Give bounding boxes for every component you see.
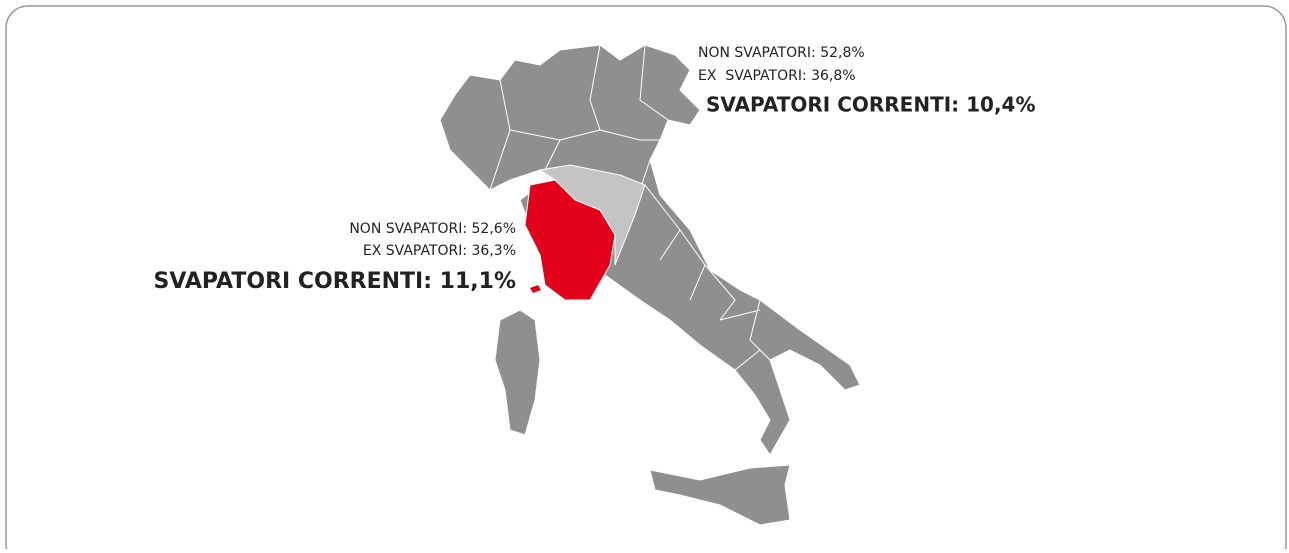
label-line: EX SVAPATORI: 36,8%	[698, 68, 856, 84]
label-line: EX SVAPATORI: 36,3%	[363, 243, 516, 259]
island	[530, 285, 541, 293]
tuscany-label: NON SVAPATORI: 52,6% EX SVAPATORI: 36,3%…	[154, 221, 516, 294]
label-highlight: SVAPATORI CORRENTI: 11,1%	[154, 269, 516, 294]
label-highlight: SVAPATORI CORRENTI: 10,4%	[706, 93, 1036, 117]
tuscany	[524, 179, 616, 301]
region-borders	[489, 44, 771, 371]
sardinia	[494, 309, 541, 436]
label-line: NON SVAPATORI: 52,8%	[698, 45, 865, 61]
label-line: NON SVAPATORI: 52,6%	[349, 221, 516, 237]
mainland	[439, 44, 861, 456]
italy-map	[439, 44, 861, 526]
sicily	[649, 464, 791, 526]
top-label: NON SVAPATORI: 52,8% EX SVAPATORI: 36,8%…	[698, 45, 1036, 117]
